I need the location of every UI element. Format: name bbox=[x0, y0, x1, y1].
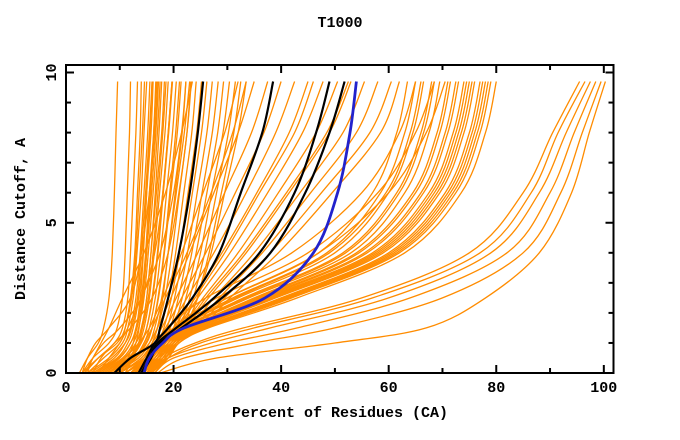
ensemble-curve bbox=[81, 81, 132, 374]
ensemble-curve bbox=[154, 81, 597, 374]
chart-title: T1000 bbox=[317, 15, 362, 32]
ensemble-curve bbox=[97, 81, 161, 374]
ensemble-curve bbox=[151, 81, 487, 374]
x-tick-label-100: 100 bbox=[590, 380, 617, 397]
ensemble-curve bbox=[146, 81, 473, 374]
ensemble-curve bbox=[154, 81, 497, 374]
x-tick-label-40: 40 bbox=[272, 380, 290, 397]
ensemble-curve bbox=[140, 81, 436, 374]
highlight-curve bbox=[113, 81, 205, 374]
ensemble-curve bbox=[114, 81, 187, 374]
ensemble-curve bbox=[151, 81, 489, 374]
x-tick-label-80: 80 bbox=[487, 380, 505, 397]
ensemble-curve bbox=[92, 81, 192, 374]
x-tick-label-20: 20 bbox=[165, 380, 183, 397]
ensemble-curve bbox=[84, 81, 194, 374]
ensemble-curve bbox=[108, 81, 239, 374]
y-tick-label-5: 5 bbox=[44, 218, 61, 227]
axis-ticks bbox=[65, 65, 614, 374]
y-axis-label: Distance Cutoff, A bbox=[13, 138, 30, 300]
ensemble-curve bbox=[151, 81, 591, 374]
ensemble-curve bbox=[146, 81, 465, 374]
plot-curves bbox=[78, 81, 607, 374]
ensemble-curve bbox=[87, 81, 148, 374]
y-tick-label-0: 0 bbox=[44, 368, 61, 377]
ensemble-curve bbox=[119, 81, 157, 374]
ensemble-curve bbox=[146, 81, 446, 374]
ensemble-curve bbox=[148, 81, 484, 374]
x-axis-label: Percent of Residues (CA) bbox=[232, 405, 448, 422]
ensemble-curve bbox=[140, 81, 452, 374]
highlight-curve bbox=[137, 81, 275, 374]
x-tick-labels: 0 20 40 60 80 100 bbox=[61, 380, 617, 397]
ensemble-curve bbox=[159, 81, 607, 374]
x-tick-label-60: 60 bbox=[380, 380, 398, 397]
ensemble-curve bbox=[148, 81, 476, 374]
ensemble-curve bbox=[97, 81, 187, 374]
ensemble-curve bbox=[157, 81, 602, 374]
ensemble-curve bbox=[146, 81, 581, 374]
x-tick-label-0: 0 bbox=[61, 380, 70, 397]
plot-frame bbox=[65, 64, 615, 374]
ensemble-curve bbox=[78, 81, 119, 374]
y-tick-label-10: 10 bbox=[44, 64, 61, 82]
y-tick-labels: 0 5 10 bbox=[44, 64, 61, 378]
ensemble-curve bbox=[92, 81, 151, 374]
reference-curve bbox=[142, 81, 358, 374]
ensemble-curve bbox=[92, 81, 154, 374]
ensemble-curve bbox=[119, 81, 269, 374]
ensemble-curve bbox=[124, 81, 163, 374]
ensemble-curve bbox=[151, 81, 586, 374]
ensemble-curve bbox=[114, 81, 255, 374]
